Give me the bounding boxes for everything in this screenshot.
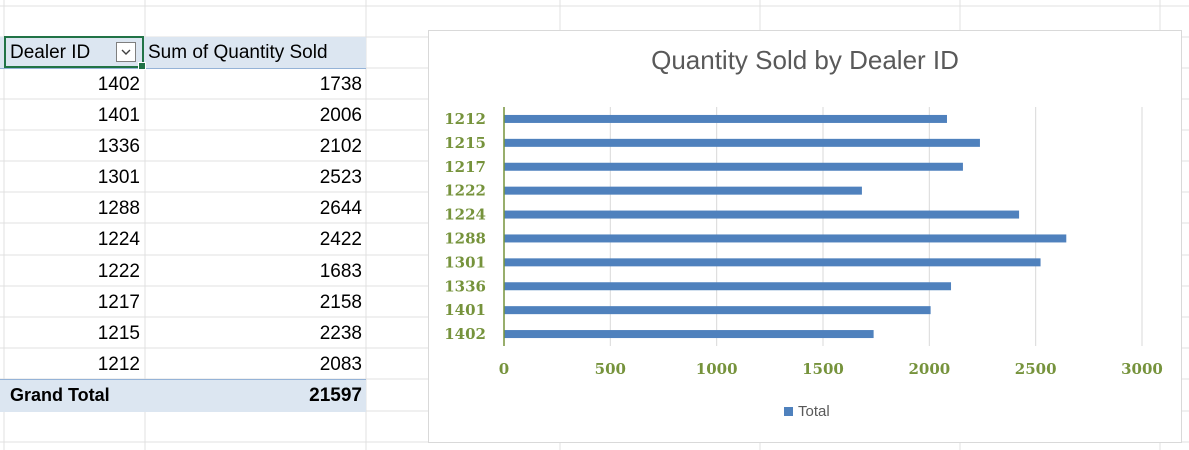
quantity-cell[interactable]: 1738 — [319, 74, 362, 95]
pivot-row: 1217 2158 — [0, 287, 366, 318]
dealer-id-cell[interactable]: 1217 — [97, 292, 140, 313]
dealer-id-cell[interactable]: 1402 — [97, 74, 140, 95]
pivot-row: 1301 2523 — [0, 162, 366, 193]
x-tick-label: 2000 — [908, 360, 950, 378]
x-tick-label: 0 — [499, 360, 509, 378]
y-category-label: 1402 — [444, 325, 486, 343]
quantity-cell[interactable]: 1683 — [319, 261, 362, 282]
bar[interactable] — [504, 282, 952, 291]
row-labels-filter-button[interactable] — [116, 42, 136, 62]
pivot-row: 1402 1738 — [0, 69, 366, 100]
y-category-label: 1224 — [444, 206, 486, 224]
x-tick-label: 500 — [595, 360, 626, 378]
dealer-id-cell[interactable]: 1222 — [97, 261, 140, 282]
bar[interactable] — [504, 186, 862, 195]
pivot-row: 1336 2102 — [0, 131, 366, 162]
quantity-cell[interactable]: 2422 — [319, 229, 362, 250]
chart-legend[interactable]: Total — [784, 403, 830, 420]
active-cell-selection — [4, 36, 146, 70]
y-category-label: 1336 — [444, 277, 486, 295]
values-header[interactable]: Sum of Quantity Sold — [148, 42, 328, 63]
legend-label: Total — [798, 403, 830, 420]
bar[interactable] — [504, 234, 1067, 243]
x-tick-label: 2500 — [1015, 360, 1057, 378]
grand-total-row: Grand Total 21597 — [0, 379, 366, 412]
pivot-row: 1215 2238 — [0, 318, 366, 349]
dealer-id-cell[interactable]: 1336 — [97, 136, 140, 157]
dealer-id-cell[interactable]: 1212 — [97, 354, 140, 375]
pivot-row: 1401 2006 — [0, 100, 366, 131]
pivot-row: 1288 2644 — [0, 193, 366, 224]
chart-plot-area: 0 500 1000 1500 2000 2500 3000 1212 1215 1217 1222… — [444, 107, 1163, 378]
y-category-label: 1301 — [444, 253, 486, 271]
quantity-cell[interactable]: 2102 — [319, 136, 362, 157]
dealer-id-cell[interactable]: 1288 — [97, 198, 140, 219]
quantity-cell[interactable]: 2158 — [319, 292, 362, 313]
chart-title[interactable]: Quantity Sold by Dealer ID — [651, 45, 959, 75]
bar[interactable] — [504, 306, 931, 315]
quantity-cell[interactable]: 2644 — [319, 198, 362, 219]
pivot-header-row: Dealer ID Sum of Quantity Sold — [0, 37, 366, 69]
y-category-label: 1217 — [444, 158, 486, 176]
pivot-row: 1224 2422 — [0, 224, 366, 255]
dealer-id-cell[interactable]: 1401 — [97, 105, 140, 126]
quantity-cell[interactable]: 2523 — [319, 167, 362, 188]
x-tick-label: 3000 — [1121, 360, 1163, 378]
bar[interactable] — [504, 114, 947, 123]
quantity-cell[interactable]: 2083 — [319, 354, 362, 375]
x-tick-label: 1000 — [696, 360, 738, 378]
dealer-id-cell[interactable]: 1224 — [97, 229, 140, 250]
bar[interactable] — [504, 330, 874, 339]
quantity-cell[interactable]: 2006 — [319, 105, 362, 126]
bar-chart[interactable]: Quantity Sold by Dealer ID 0 500 1000 1500 2… — [428, 30, 1182, 443]
grand-total-value[interactable]: 21597 — [309, 385, 362, 406]
fill-handle[interactable] — [138, 62, 146, 70]
dealer-id-cell[interactable]: 1215 — [97, 323, 140, 344]
row-labels-header[interactable]: Dealer ID — [10, 42, 91, 63]
y-category-label: 1288 — [444, 229, 486, 247]
pivot-row: 1222 1683 — [0, 256, 366, 287]
y-category-label: 1215 — [444, 134, 486, 152]
bar[interactable] — [504, 138, 980, 147]
quantity-cell[interactable]: 2238 — [319, 323, 362, 344]
grand-total-label[interactable]: Grand Total — [10, 385, 110, 405]
y-category-label: 1401 — [444, 301, 486, 319]
pivot-table: Dealer ID Sum of Quantity Sold 1402 1738 1… — [0, 0, 370, 450]
bar[interactable] — [504, 162, 963, 171]
y-category-label: 1222 — [444, 182, 486, 200]
dealer-id-cell[interactable]: 1301 — [97, 167, 140, 188]
pivot-row: 1212 2083 — [0, 349, 366, 380]
chevron-down-icon — [121, 49, 131, 55]
legend-swatch — [784, 407, 793, 416]
bar[interactable] — [504, 258, 1041, 267]
x-tick-label: 1500 — [802, 360, 844, 378]
bar[interactable] — [504, 210, 1020, 219]
y-category-label: 1212 — [444, 110, 486, 128]
